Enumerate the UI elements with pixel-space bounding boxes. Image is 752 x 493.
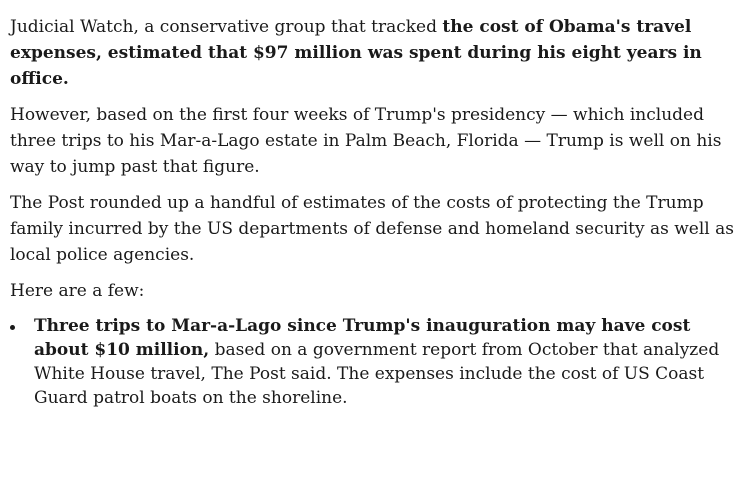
paragraph-post-estimates: The Post rounded up a handful of estimat… bbox=[10, 193, 734, 265]
estimates-list: Three trips to Mar-a-Lago since Trump's … bbox=[10, 314, 742, 410]
list-item: Three trips to Mar-a-Lago since Trump's … bbox=[10, 314, 742, 410]
paragraph-trump-trips: However, based on the first four weeks o… bbox=[10, 105, 722, 177]
article-body: Judicial Watch, a conservative group tha… bbox=[10, 14, 742, 410]
bullet-icon bbox=[10, 325, 15, 330]
paragraph-here-are-few: Here are a few: bbox=[10, 281, 145, 301]
paragraph-bold-text: the cost of Obama's travel expenses, est… bbox=[10, 17, 702, 89]
list-item-bold-text: Three trips to Mar-a-Lago since Trump's … bbox=[34, 316, 691, 360]
paragraph-lead-text: Judicial Watch, a conservative group tha… bbox=[10, 17, 443, 37]
list-item-text: based on a government report from Octobe… bbox=[34, 340, 720, 408]
paragraph-obama-travel: Judicial Watch, a conservative group tha… bbox=[10, 14, 742, 92]
